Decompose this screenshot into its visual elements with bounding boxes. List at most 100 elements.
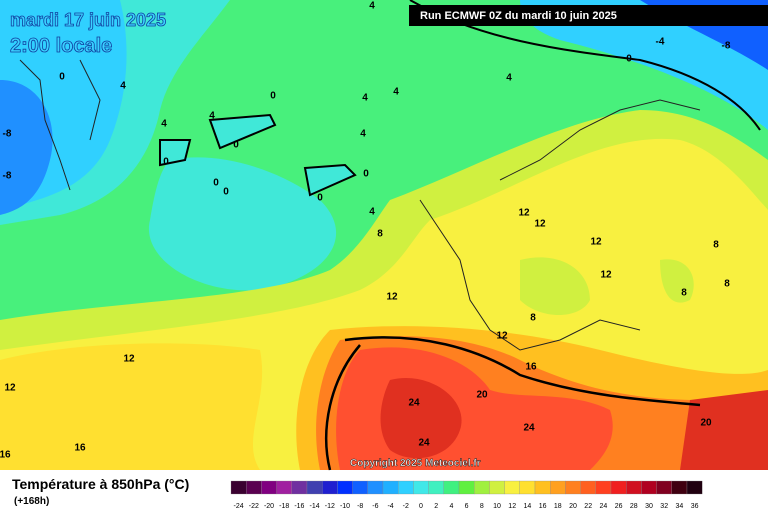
- contour-label: 0: [223, 187, 229, 198]
- scale-label: 2: [434, 503, 438, 510]
- contour-label: 12: [534, 219, 546, 230]
- contour-label: 0: [626, 54, 632, 65]
- scale-swatch: [443, 480, 460, 495]
- contour-label: 12: [4, 383, 16, 394]
- scale-label: 28: [630, 503, 638, 510]
- scale-label: -10: [340, 503, 350, 510]
- contour-label: 8: [377, 229, 383, 240]
- scale-label: -20: [264, 503, 274, 510]
- contour-label: 8: [530, 313, 536, 324]
- legend-title: Température à 850hPa (°C): [12, 476, 189, 492]
- contour-label: -4: [656, 37, 665, 48]
- scale-swatch: [580, 480, 596, 495]
- scale-swatch: [595, 480, 612, 495]
- scale-label: 18: [554, 503, 562, 510]
- scale-swatch: [322, 480, 338, 495]
- contour-label: 4: [360, 129, 366, 140]
- contour-label: 20: [700, 418, 712, 429]
- scale-swatch: [458, 480, 475, 495]
- scale-swatch: [291, 480, 308, 495]
- contour-label: 12: [123, 354, 135, 365]
- scale-label: 34: [676, 503, 684, 510]
- scale-swatch: [671, 480, 688, 495]
- scale-label: 4: [449, 503, 453, 510]
- contour-label: 8: [724, 279, 730, 290]
- scale-swatch: [489, 480, 505, 495]
- scale-label: 20: [569, 503, 577, 510]
- scale-label: -8: [357, 503, 363, 510]
- contour-label: 24: [523, 423, 535, 434]
- scale-label: 32: [660, 503, 668, 510]
- forecast-time: 2:00 locale: [10, 35, 112, 57]
- contour-label: 4: [161, 119, 167, 130]
- scale-label: -4: [387, 503, 393, 510]
- scale-label: 30: [645, 503, 653, 510]
- scale-label: 0: [419, 503, 423, 510]
- scale-swatch: [367, 480, 384, 495]
- scale-swatch: [656, 480, 672, 495]
- scale-label: 10: [493, 503, 501, 510]
- contour-label: 12: [518, 208, 530, 219]
- scale-label: -16: [294, 503, 304, 510]
- scale-swatch: [504, 480, 520, 495]
- contour-label: 4: [393, 87, 399, 98]
- contour-label: 4: [120, 81, 126, 92]
- contour-label: 12: [496, 331, 508, 342]
- scale-label: 12: [508, 503, 516, 510]
- contour-label: 0: [213, 178, 219, 189]
- contour-label: -8: [722, 41, 731, 52]
- contour-label: 4: [369, 207, 375, 218]
- contour-label: 16: [74, 443, 86, 454]
- scale-label: -18: [279, 503, 289, 510]
- contour-label: 16: [0, 450, 11, 461]
- scale-swatch: [261, 480, 277, 495]
- scale-swatch: [306, 480, 323, 495]
- scale-swatch: [565, 480, 581, 495]
- copyright: Copyright 2025 Meteociel.fr: [350, 458, 481, 469]
- contour-label: 12: [590, 237, 602, 248]
- scale-label: -2: [403, 503, 409, 510]
- scale-swatch: [382, 480, 399, 495]
- contour-label: 4: [209, 111, 215, 122]
- contour-label: 4: [506, 73, 512, 84]
- scale-swatch: [352, 480, 368, 495]
- scale-label: -14: [310, 503, 320, 510]
- forecast-date: mardi 17 juin 2025: [10, 10, 166, 30]
- contour-label: 4: [362, 93, 368, 104]
- contour-label: 0: [233, 140, 239, 151]
- scale-label: 8: [480, 503, 484, 510]
- scale-swatch: [534, 480, 551, 495]
- contour-label: 12: [386, 292, 398, 303]
- color-scale: -24 -22 -20 -18 -16 -14 -12 -10 -8 -6 -4 -2 0 2 4 6 8 10 1…: [230, 480, 703, 510]
- scale-swatch: [398, 480, 414, 495]
- contour-label: 8: [681, 288, 687, 299]
- scale-label: -12: [325, 503, 335, 510]
- scale-swatch: [474, 480, 490, 495]
- scale-label: -22: [249, 503, 259, 510]
- contour-label: 20: [476, 390, 488, 401]
- contour-label: 4: [369, 1, 375, 12]
- contour-label: 0: [317, 193, 323, 204]
- scale-swatch: [641, 480, 657, 495]
- contour-label: 0: [163, 157, 169, 168]
- legend-subtitle: (+168h): [14, 496, 49, 507]
- scale-label: 22: [584, 503, 592, 510]
- scale-swatch: [428, 480, 444, 495]
- scale-swatch: [519, 480, 536, 495]
- contour-label: 16: [525, 362, 537, 373]
- scale-label: 26: [615, 503, 623, 510]
- scale-swatch: [246, 480, 262, 495]
- scale-swatch: [550, 480, 566, 495]
- contour-label: -8: [3, 171, 12, 182]
- scale-swatch: [686, 480, 703, 495]
- contour-label: -8: [3, 129, 12, 140]
- scale-swatch: [626, 480, 642, 495]
- scale-label: 24: [600, 503, 608, 510]
- contour-label: 0: [59, 72, 65, 83]
- scale-label: 16: [539, 503, 547, 510]
- scale-label: -6: [372, 503, 378, 510]
- run-banner: [409, 5, 768, 26]
- scale-swatch: [337, 480, 353, 495]
